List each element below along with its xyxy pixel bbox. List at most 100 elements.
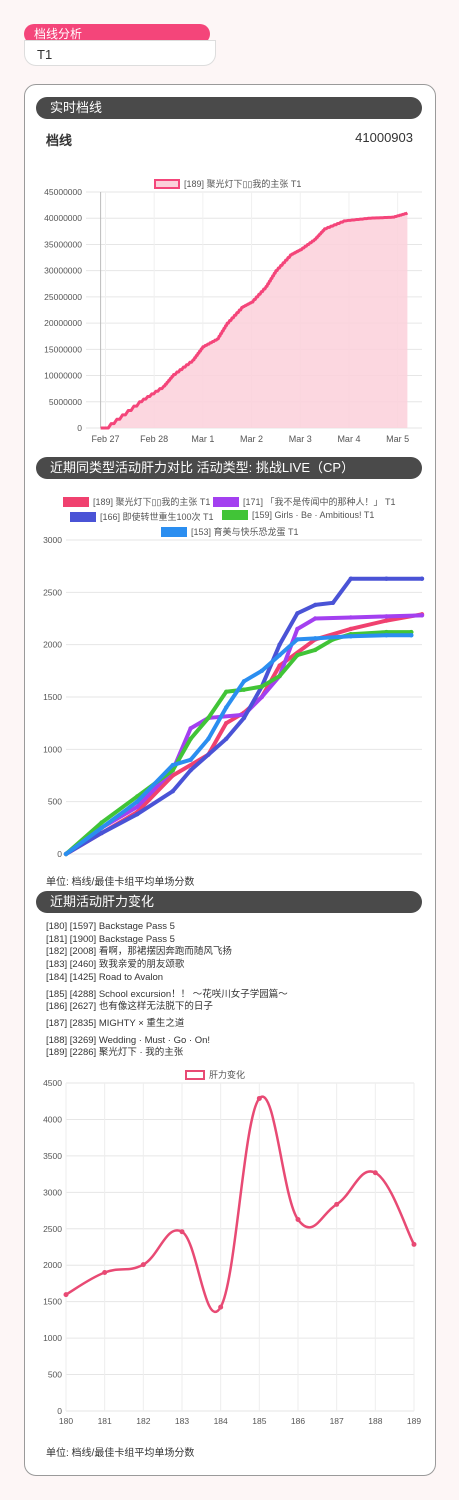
x-tick-label: 181 [98, 1416, 112, 1426]
y-tick-label: 2000 [43, 640, 62, 650]
stamina-unit-note: 单位: 档线/最佳卡组平均单场分数 [46, 1448, 195, 1459]
legend-label: [153] 育美与快乐恐龙蛋 T1 [191, 527, 299, 537]
legend-label: 肝力变化 [209, 1070, 246, 1080]
realtime-cutoff-chart: 0 5000000 10000000 15000000 20000000 25000000… [44, 187, 422, 444]
chart2-legend-0[interactable]: [189] 聚光灯下▯▯我的主张 T1 [63, 495, 210, 508]
chart2-legend-2[interactable]: [166] 即使转世重生100次 T1 [70, 510, 214, 523]
legend-label: [189] 聚光灯下▯▯我的主张 T1 [184, 179, 302, 189]
data-point [259, 668, 264, 674]
list-item: [188] [3269] Wedding · Must · Go · On! [46, 1034, 211, 1046]
y-tick-label: 45000000 [44, 187, 82, 197]
legend-label: [189] 聚光灯下▯▯我的主张 T1 [93, 497, 211, 507]
x-tick-label: 183 [175, 1416, 189, 1426]
y-tick-label: 4000 [43, 1114, 62, 1124]
data-point [224, 705, 229, 710]
data-point [63, 1292, 69, 1298]
data-point [277, 663, 282, 668]
x-tick-label: Mar 3 [289, 434, 312, 444]
cutoff-label: 档线 [46, 133, 73, 148]
data-point [206, 736, 211, 742]
chart2-legend-3[interactable]: [159] Girls · Be · Ambitious! T1 [222, 510, 374, 520]
x-tick-label: Mar 1 [191, 434, 214, 444]
y-tick-label: 2500 [43, 587, 62, 597]
series-line-1 [64, 613, 424, 856]
y-tick-label: 2000 [43, 1260, 62, 1270]
data-point [409, 633, 414, 638]
data-point [206, 715, 211, 721]
data-point [170, 762, 175, 768]
legend-swatch [63, 496, 89, 507]
x-tick-label: 186 [291, 1416, 305, 1426]
stamina-section-title: 近期活动肝力变化 [36, 891, 422, 913]
data-point [384, 576, 389, 581]
data-point [277, 673, 282, 679]
data-point [372, 1170, 378, 1176]
data-point [277, 642, 282, 647]
data-point [295, 1217, 301, 1223]
series-line-3 [64, 630, 414, 856]
chart2-legend-1[interactable]: [171] 「我不是传闻中的那种人！」 T1 [213, 495, 396, 508]
data-point [384, 629, 389, 635]
chart3-legend[interactable]: 肝力变化 [185, 1068, 245, 1081]
y-tick-label: 500 [48, 1370, 62, 1380]
list-item: [185] [4288] School excursion！！ ～花咲川女子学园… [46, 988, 288, 1000]
list-item: [181] [1900] Backstage Pass 5 [46, 933, 175, 945]
data-point [330, 600, 336, 605]
y-tick-label: 3000 [43, 1187, 62, 1197]
event-list: [180] [1597] Backstage Pass 5 [181] [190… [46, 921, 288, 1060]
data-point [409, 629, 414, 635]
series-line-4 [64, 633, 414, 856]
list-item: [182] [2008] 看啊，那裙摆因奔跑而随风飞扬 [46, 946, 232, 958]
data-point [224, 736, 229, 742]
chart1-legend[interactable]: [189] 聚光灯下▯▯我的主张 T1 [154, 177, 301, 190]
x-tick-label: 180 [59, 1416, 73, 1426]
data-point [188, 757, 193, 762]
data-point [384, 633, 389, 638]
list-item: [189] [2286] 聚光灯下 · 我的主张 [46, 1047, 184, 1059]
data-point [419, 613, 425, 618]
data-point [334, 1201, 340, 1207]
data-point [135, 804, 140, 810]
data-point [313, 636, 318, 641]
y-tick-label: 35000000 [44, 239, 82, 249]
data-point [313, 602, 318, 608]
legend-label: [171] 「我不是传闻中的那种人！」 T1 [243, 497, 396, 507]
data-point [135, 794, 140, 799]
list-item: [180] [1597] Backstage Pass 5 [46, 921, 175, 932]
legend-swatch [213, 496, 239, 507]
x-tick-label: Feb 27 [91, 434, 119, 444]
data-point [188, 736, 193, 742]
data-point [295, 611, 300, 616]
list-item: [186] [2627] 也有像这样无法脱下的日子 [46, 1001, 213, 1013]
legend-swatch [185, 1069, 205, 1080]
data-point [241, 687, 247, 692]
y-tick-label: 1000 [43, 744, 62, 754]
data-point [170, 773, 175, 778]
data-point [241, 679, 247, 684]
y-tick-label: 1500 [43, 692, 62, 702]
data-point [277, 652, 282, 658]
y-tick-label: 25000000 [44, 292, 82, 302]
data-point [170, 768, 175, 773]
y-tick-label: 0 [57, 1406, 62, 1416]
data-point [224, 689, 229, 694]
y-tick-label: 15000000 [44, 344, 82, 354]
data-point [256, 1095, 262, 1101]
data-point [135, 812, 140, 817]
comparison-section-title: 近期同类型活动肝力对比 活动类型: 挑战LIVE（CP） [36, 457, 422, 479]
data-point [188, 768, 193, 773]
chart2-legend-4[interactable]: [153] 育美与快乐恐龙蛋 T1 [161, 525, 299, 538]
stamina-change-chart: 0 500 1000 1500 2000 2500 3000 3500 4000 4500 180 1… [43, 1078, 421, 1426]
y-tick-label: 3500 [43, 1151, 62, 1161]
x-tick-label: 184 [214, 1416, 228, 1426]
data-point [179, 1229, 185, 1235]
data-point [99, 825, 104, 831]
series-line [99, 211, 409, 430]
y-tick-label: 1000 [43, 1333, 62, 1343]
data-point [295, 626, 300, 632]
data-point [241, 715, 247, 721]
data-point [348, 615, 353, 620]
x-tick-label: Mar 4 [337, 434, 360, 444]
legend-label: [166] 即使转世重生100次 T1 [100, 512, 214, 522]
y-tick-label: 0 [57, 849, 62, 859]
